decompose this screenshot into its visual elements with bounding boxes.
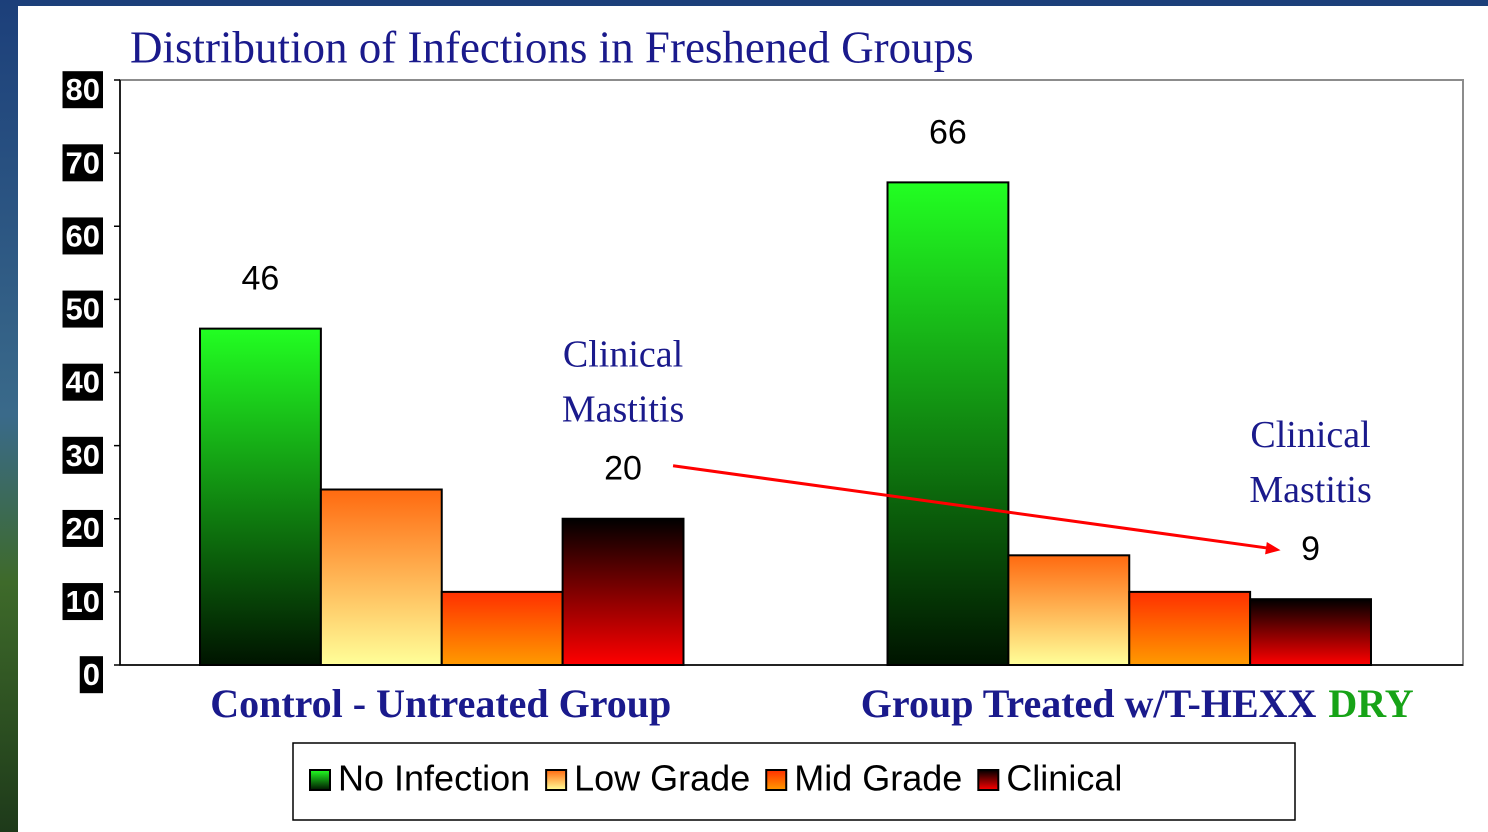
- bar: [888, 182, 1009, 665]
- data-label: 46: [242, 260, 280, 298]
- bar: [563, 519, 684, 665]
- legend-swatch: [546, 770, 566, 790]
- bar: [1008, 555, 1129, 665]
- y-tick-label: 50: [66, 292, 100, 327]
- y-tick-label: 60: [66, 218, 100, 253]
- chart: Distribution of Infections in Freshened …: [0, 0, 1488, 832]
- y-tick-label: 10: [66, 584, 100, 619]
- x-tick-label-part: DRY: [1328, 681, 1413, 726]
- legend-label: Mid Grade: [794, 758, 962, 799]
- bar: [1250, 599, 1371, 665]
- legend-swatch: [766, 770, 786, 790]
- annotation: Clinical: [563, 333, 683, 375]
- data-label: 9: [1301, 530, 1320, 568]
- annotation: Mastitis: [1249, 469, 1371, 511]
- annotation: Mastitis: [562, 388, 684, 430]
- x-tick-label: Control - Untreated Group: [210, 681, 671, 726]
- x-tick-label: Group Treated w/T-HEXXDRY: [861, 681, 1414, 726]
- legend-label: Clinical: [1006, 758, 1122, 799]
- bar: [200, 329, 321, 665]
- x-tick-label-part: Group Treated w/T-HEXX: [861, 681, 1317, 726]
- annotation: Clinical: [1250, 414, 1370, 456]
- bar: [321, 490, 442, 666]
- y-tick-label: 70: [66, 145, 100, 180]
- legend-label: Low Grade: [574, 758, 750, 799]
- legend-swatch: [310, 770, 330, 790]
- bar: [1129, 592, 1250, 665]
- y-tick-label: 30: [66, 438, 100, 473]
- legend-swatch: [978, 770, 998, 790]
- chart-title: Distribution of Infections in Freshened …: [130, 22, 974, 72]
- data-label: 66: [929, 113, 967, 151]
- y-tick-label: 20: [66, 511, 100, 546]
- bar: [442, 592, 563, 665]
- legend-label: No Infection: [338, 758, 530, 799]
- y-tick-label: 80: [66, 72, 100, 107]
- y-tick-label: 40: [66, 365, 100, 400]
- x-tick-label-part: Control - Untreated Group: [210, 681, 671, 726]
- y-tick-label: 0: [83, 657, 100, 692]
- data-label: 20: [604, 450, 642, 488]
